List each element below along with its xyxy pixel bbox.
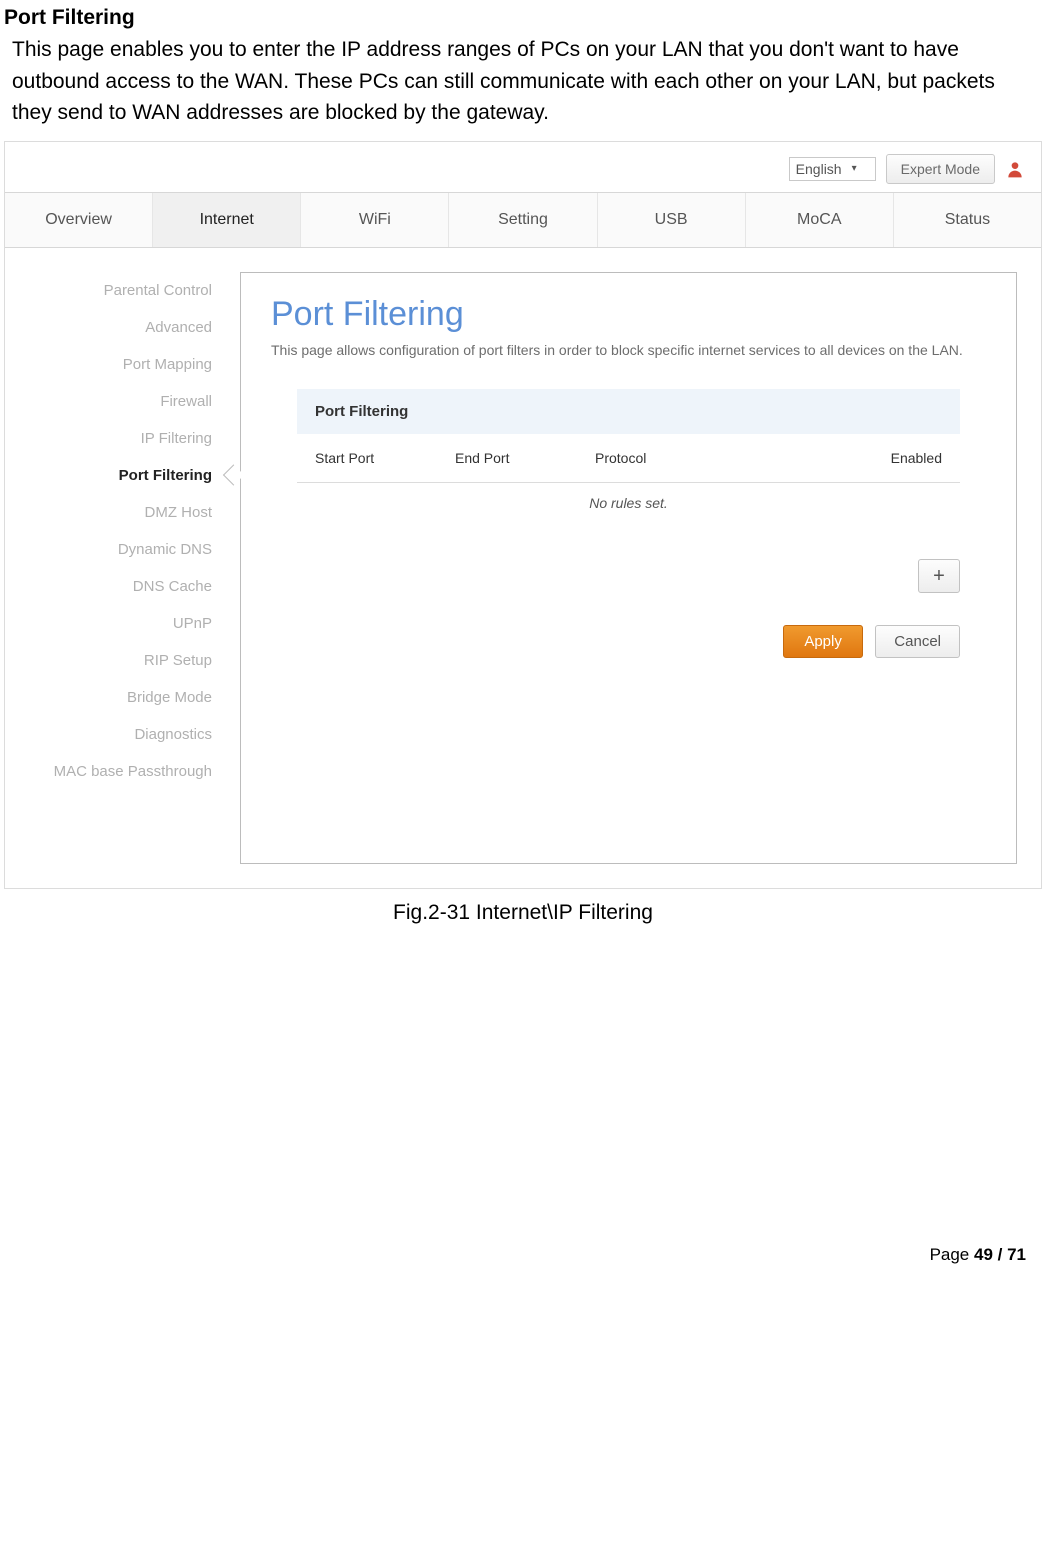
expert-mode-button[interactable]: Expert Mode bbox=[886, 154, 995, 184]
section-header: Port Filtering bbox=[297, 389, 960, 434]
col-start-port: Start Port bbox=[315, 450, 455, 466]
tab-internet[interactable]: Internet bbox=[153, 193, 301, 247]
tab-wifi[interactable]: WiFi bbox=[301, 193, 449, 247]
no-rules-message: No rules set. bbox=[297, 483, 960, 539]
content-panel: Port Filtering This page allows configur… bbox=[240, 272, 1017, 864]
doc-section-intro: This page enables you to enter the IP ad… bbox=[0, 34, 1046, 141]
top-bar: English Expert Mode bbox=[5, 142, 1041, 192]
doc-section-title: Port Filtering bbox=[0, 0, 1046, 34]
user-icon[interactable] bbox=[1005, 159, 1025, 179]
sidebar-item-port-filtering[interactable]: Port Filtering bbox=[5, 457, 240, 494]
body-wrap: Parental Control Advanced Port Mapping F… bbox=[5, 248, 1041, 888]
cancel-button[interactable]: Cancel bbox=[875, 625, 960, 658]
col-protocol: Protocol bbox=[595, 450, 822, 466]
plus-icon: + bbox=[933, 566, 945, 586]
sidebar-item-dmz-host[interactable]: DMZ Host bbox=[5, 494, 240, 531]
sidebar-item-rip-setup[interactable]: RIP Setup bbox=[5, 642, 240, 679]
router-ui-screenshot: English Expert Mode Overview Internet Wi… bbox=[4, 141, 1042, 889]
add-row: + bbox=[297, 539, 960, 617]
figure-caption: Fig.2-31 Internet\IP Filtering bbox=[0, 889, 1046, 985]
port-filtering-section: Port Filtering Start Port End Port Proto… bbox=[271, 389, 986, 678]
tab-setting[interactable]: Setting bbox=[449, 193, 597, 247]
sidebar-item-upnp[interactable]: UPnP bbox=[5, 605, 240, 642]
table-header: Start Port End Port Protocol Enabled bbox=[297, 434, 960, 483]
page-footer: Page 49 / 71 bbox=[0, 985, 1046, 1285]
panel-title: Port Filtering bbox=[271, 295, 986, 334]
sidebar: Parental Control Advanced Port Mapping F… bbox=[5, 248, 240, 888]
sidebar-item-port-mapping[interactable]: Port Mapping bbox=[5, 346, 240, 383]
footer-prefix: Page bbox=[930, 1245, 974, 1264]
col-end-port: End Port bbox=[455, 450, 595, 466]
action-row: Apply Cancel bbox=[297, 617, 960, 678]
tab-usb[interactable]: USB bbox=[598, 193, 746, 247]
main-tabs: Overview Internet WiFi Setting USB MoCA … bbox=[5, 192, 1041, 248]
sidebar-item-advanced[interactable]: Advanced bbox=[5, 309, 240, 346]
sidebar-item-ip-filtering[interactable]: IP Filtering bbox=[5, 420, 240, 457]
sidebar-item-parental-control[interactable]: Parental Control bbox=[5, 272, 240, 309]
tab-moca[interactable]: MoCA bbox=[746, 193, 894, 247]
language-select[interactable]: English bbox=[789, 157, 876, 181]
add-rule-button[interactable]: + bbox=[918, 559, 960, 593]
sidebar-item-dynamic-dns[interactable]: Dynamic DNS bbox=[5, 531, 240, 568]
tab-status[interactable]: Status bbox=[894, 193, 1041, 247]
panel-description: This page allows configuration of port f… bbox=[271, 340, 986, 361]
apply-button[interactable]: Apply bbox=[783, 625, 863, 658]
footer-page: 49 / 71 bbox=[974, 1245, 1026, 1264]
col-enabled: Enabled bbox=[822, 450, 942, 466]
sidebar-item-bridge-mode[interactable]: Bridge Mode bbox=[5, 679, 240, 716]
sidebar-item-mac-passthrough[interactable]: MAC base Passthrough bbox=[5, 753, 240, 790]
sidebar-item-firewall[interactable]: Firewall bbox=[5, 383, 240, 420]
sidebar-item-dns-cache[interactable]: DNS Cache bbox=[5, 568, 240, 605]
tab-overview[interactable]: Overview bbox=[5, 193, 153, 247]
sidebar-item-diagnostics[interactable]: Diagnostics bbox=[5, 716, 240, 753]
